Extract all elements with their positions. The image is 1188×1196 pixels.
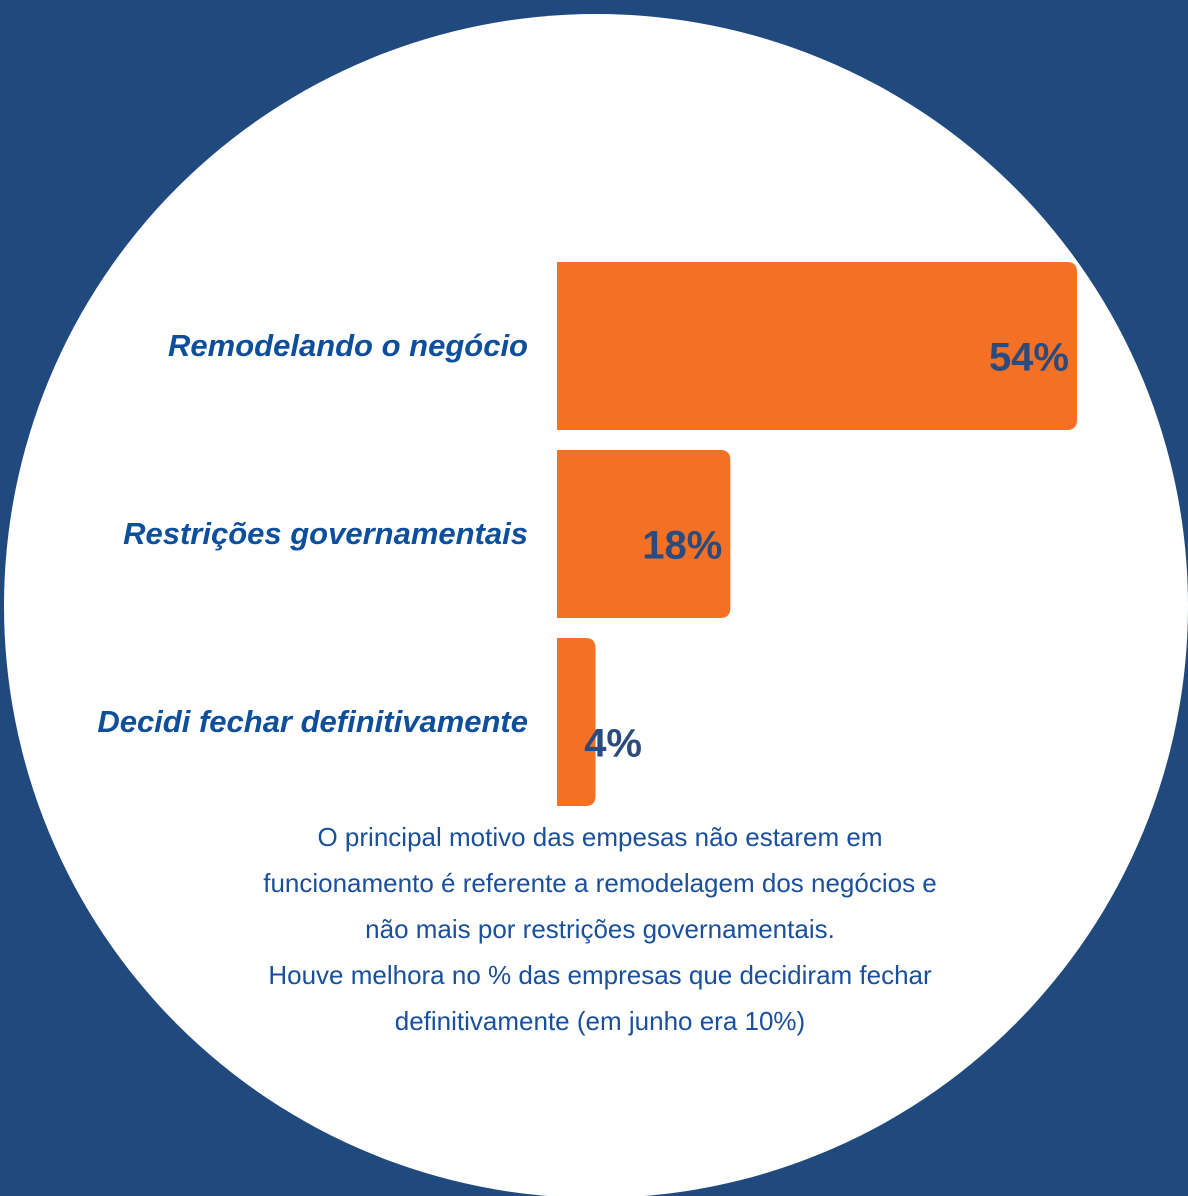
bar bbox=[557, 262, 1077, 430]
value-label: 4% bbox=[584, 722, 642, 766]
caption-line: O principal motivo das empesas não estar… bbox=[317, 822, 882, 852]
value-label: 54% bbox=[989, 336, 1069, 380]
category-label: Remodelando o negócio bbox=[168, 328, 528, 363]
value-label: 18% bbox=[642, 524, 722, 568]
caption-line: Houve melhora no % das empresas que deci… bbox=[268, 960, 932, 990]
caption-line: definitivamente (em junho era 10%) bbox=[395, 1006, 805, 1036]
bar bbox=[557, 450, 731, 618]
caption-line: não mais por restrições governamentais. bbox=[365, 914, 835, 944]
category-label: Restrições governamentais bbox=[123, 516, 528, 551]
bar bbox=[557, 638, 596, 806]
caption-line: funcionamento é referente a remodelagem … bbox=[263, 868, 937, 898]
category-label: Decidi fechar definitivamente bbox=[97, 704, 528, 739]
